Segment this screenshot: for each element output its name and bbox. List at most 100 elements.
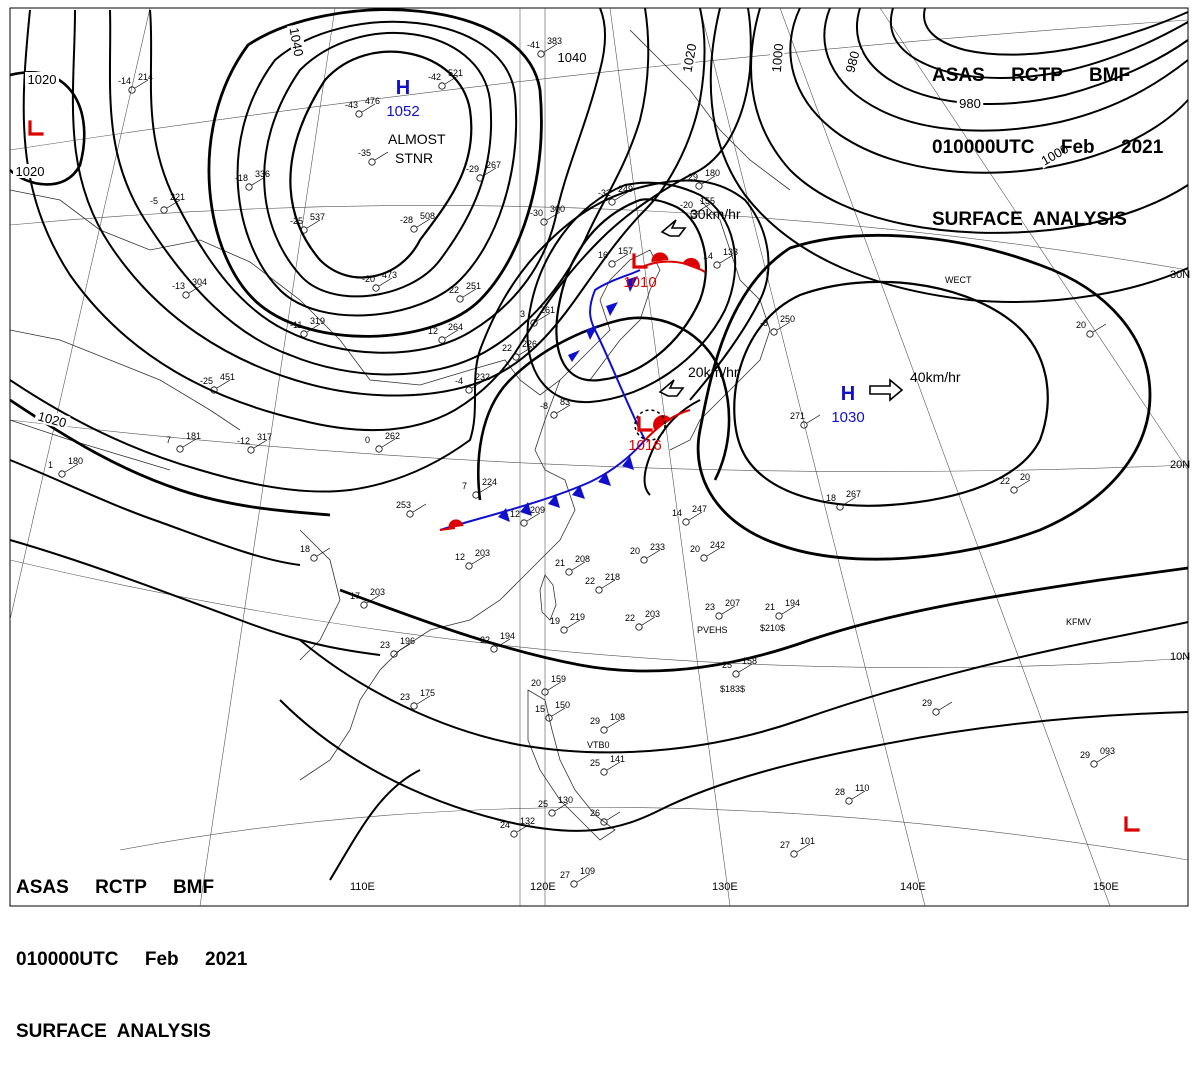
cold-front-south	[439, 439, 646, 531]
fronts	[439, 252, 706, 531]
station-circle-icon	[128, 86, 136, 94]
station-plot: 29 093	[1080, 746, 1115, 768]
header-station-line: ASAS RCTP BMF	[932, 65, 1131, 86]
station-circle-icon	[550, 411, 558, 419]
station-pressure: 203	[645, 609, 660, 619]
cold-front-barb	[498, 508, 510, 522]
station-pressure: 451	[220, 372, 235, 382]
station-pressure: 150	[555, 700, 570, 710]
wind-barb-icon	[706, 547, 721, 557]
wind-barb-icon	[518, 346, 533, 356]
sakhalin-coast	[629, 29, 791, 191]
center-pressure-value: 1016	[628, 437, 661, 454]
wind-barb-icon	[1092, 323, 1107, 333]
wind-barb-icon	[738, 663, 753, 673]
wind-barb-icon	[551, 707, 566, 717]
cold-front-barb	[568, 350, 580, 362]
station-plots: -14 214-43 476-42 521-41 383-35-18 336 -29 267-…	[48, 36, 1115, 888]
station-circle-icon	[690, 210, 698, 218]
station-id-label: KFMV	[1066, 617, 1091, 627]
motion-speed-label: 20km/hr	[688, 364, 739, 380]
wind-barb-icon	[547, 681, 562, 691]
station-pressure: 336	[255, 169, 270, 179]
station-plot: 20 242	[690, 540, 725, 562]
station-circle-icon	[530, 319, 538, 327]
wind-barb-icon	[781, 605, 796, 615]
longitude-label: 140E	[900, 881, 926, 893]
station-plot: 21 194	[765, 598, 800, 620]
station-temperature: -28	[400, 215, 413, 225]
cold-front-barb	[520, 502, 532, 516]
station-circle-icon	[372, 284, 380, 292]
station-plot: 253	[396, 500, 427, 518]
wind-barb-icon	[606, 811, 621, 821]
warm-front-bump	[448, 519, 464, 529]
station-plot: -41 383	[527, 36, 562, 58]
wind-barb-icon	[216, 379, 231, 389]
station-plot: 14 247	[672, 504, 707, 526]
wind-barb-icon	[462, 288, 477, 298]
station-temperature: 21	[555, 558, 565, 568]
cold-front-barb	[548, 494, 560, 508]
station-pressure: 20	[1020, 472, 1030, 482]
station-circle-icon	[490, 645, 498, 653]
wind-barb-icon	[361, 103, 376, 113]
station-temperature: 18	[300, 544, 310, 554]
isobar-1004	[789, 7, 1189, 174]
wind-barb-icon	[378, 277, 393, 287]
station-circle-icon	[310, 554, 318, 562]
center-pressure-value: 1052	[386, 103, 419, 120]
station-pressure: 109	[580, 866, 595, 876]
station-pressure: 155	[700, 196, 715, 206]
station-temperature: 29	[590, 716, 600, 726]
isobar-label: 1020	[34, 407, 71, 431]
station-plot: 23 207	[705, 598, 740, 620]
motion-arrow-icon	[869, 378, 904, 402]
center-pressure-value: 1030	[831, 409, 864, 426]
japan-coast	[669, 199, 771, 451]
station-circle-icon	[635, 623, 643, 631]
station-temperature: 23	[705, 602, 715, 612]
station-temperature: 29	[1080, 750, 1090, 760]
station-plot: 22 20	[1000, 472, 1031, 494]
wind-barb-icon	[366, 594, 381, 604]
isobar-high-inner-3	[236, 20, 518, 317]
station-plot: 22 203	[625, 609, 660, 631]
station-id-label: $210$	[760, 623, 785, 633]
taiwan-coast	[539, 574, 557, 621]
wind-barb-icon	[536, 312, 551, 322]
station-pressure: 233	[650, 542, 665, 552]
station-circle-icon	[300, 330, 308, 338]
station-circle-icon	[640, 556, 648, 564]
longitude-labels: 110E 120E 130E 140E 150E	[350, 881, 1119, 893]
wind-barb-icon	[806, 414, 821, 424]
wind-barb-icon	[516, 823, 531, 833]
station-temperature: 20	[630, 546, 640, 556]
motion-arrow-icon	[658, 379, 685, 397]
station-plot: 20	[1076, 320, 1107, 338]
station-temperature: 7	[166, 435, 171, 445]
wind-barb-icon	[306, 323, 321, 333]
station-plot: -29 267	[466, 160, 501, 182]
wind-barb-icon	[842, 496, 857, 506]
station-pressure: 130	[558, 795, 573, 805]
wind-barb-icon	[1096, 753, 1111, 763]
station-temperature: 26	[590, 808, 600, 818]
station-circle-icon	[608, 260, 616, 268]
warm-front-west	[439, 527, 456, 531]
station-plot: 25 158	[722, 656, 757, 678]
station-circle-icon	[600, 768, 608, 776]
warm-front-bump	[651, 252, 669, 263]
station-temperature: 22	[480, 635, 490, 645]
philippines-coast	[527, 689, 616, 841]
wind-barb-icon	[719, 254, 734, 264]
station-pressure: 194	[500, 631, 515, 641]
station-circle-icon	[390, 650, 398, 658]
station-circle-icon	[300, 226, 308, 234]
station-plot: -30 300	[530, 204, 565, 226]
station-temperature: -20	[680, 200, 693, 210]
station-plot: 1 180	[48, 456, 83, 478]
station-circle-icon	[695, 182, 703, 190]
station-plot: -4 232	[455, 372, 490, 394]
station-id-label: VTB0	[587, 740, 610, 750]
